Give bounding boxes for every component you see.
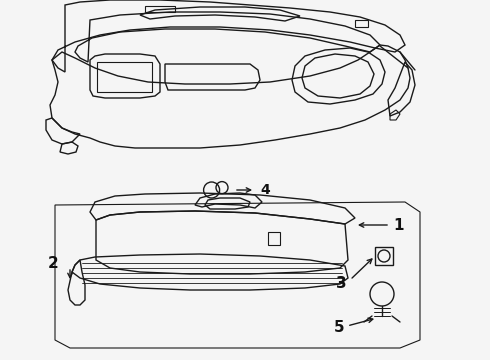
Text: 4: 4 bbox=[260, 183, 270, 197]
Text: 2: 2 bbox=[47, 256, 58, 271]
Text: 1: 1 bbox=[393, 217, 403, 233]
Text: 5: 5 bbox=[333, 320, 344, 336]
Text: 3: 3 bbox=[336, 275, 347, 291]
